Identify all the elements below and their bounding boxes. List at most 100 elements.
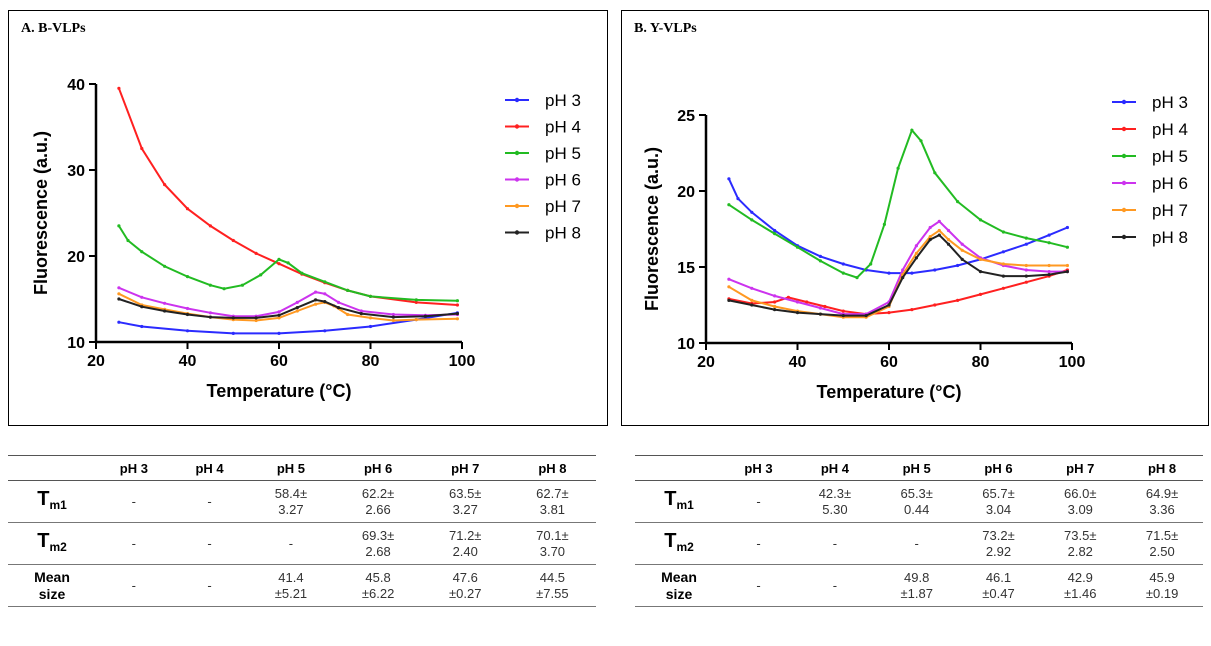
table-cell-line: 2.40 [452, 543, 478, 559]
chart-b-svg: 20 40 60 80 100 10 15 20 25 Temperature (°C) Fluor… [642, 93, 1188, 402]
data-point [937, 219, 941, 223]
data-point [937, 233, 941, 237]
legend-marker [1121, 234, 1127, 240]
data-point [1001, 230, 1005, 234]
data-point [117, 286, 121, 290]
table-cell: - [794, 522, 876, 565]
x-tick-label: 80 [972, 354, 990, 371]
data-point [818, 312, 822, 316]
table-cell: 65.7± 3.04 [957, 480, 1040, 523]
chart-panel-b: B. Y-VLPs 20 40 60 80 100 10 15 20 25 Temperature… [621, 10, 1209, 426]
table-cell-line: ±0.19 [1145, 585, 1179, 601]
data-point [163, 183, 167, 187]
data-point [727, 177, 731, 181]
data-point [185, 312, 190, 317]
table-cell-line: 45.9 [1149, 569, 1175, 585]
data-point [286, 261, 290, 265]
table-cell-line: 3.70 [539, 543, 566, 559]
table-cell-line: 46.1 [985, 569, 1012, 585]
table-cell: 44.5 ±7.55 [508, 564, 596, 607]
data-point [423, 314, 427, 318]
row-label-line: Mean [661, 568, 697, 585]
table-row: Tm2- - -73.2± 2.92 73.5± 2.82 71.5± 2.50 [635, 522, 1203, 565]
legend-label: pH 6 [545, 171, 581, 190]
data-point [126, 238, 130, 243]
data-point [773, 294, 777, 298]
table-cell: - [96, 522, 172, 565]
legend-marker [514, 203, 520, 209]
table-cell: 71.2± 2.40 [421, 522, 509, 565]
table-cell-line: ±1.46 [1064, 585, 1097, 601]
data-point [727, 277, 731, 281]
data-point [140, 305, 144, 309]
data-point [1001, 262, 1005, 266]
table-cell-line: 58.4± [274, 485, 308, 501]
data-point [1024, 263, 1028, 268]
data-point [208, 311, 212, 315]
table-cell-line: 65.3± [900, 485, 933, 501]
table-cell: - [794, 564, 876, 607]
data-point [882, 222, 886, 226]
data-point [1065, 270, 1069, 274]
table-header-cell: pH 8 [1121, 455, 1203, 481]
y-tick-label: 20 [677, 184, 695, 201]
row-label-text: Tm1 [664, 487, 694, 512]
table-cell: 69.3± 2.68 [334, 522, 422, 565]
data-point [323, 300, 327, 304]
table-b: pH 3 pH 4 pH 5 pH 6 pH 7 pH 8 Tm1-42.3± 5.30 65.… [635, 455, 1203, 607]
data-point [140, 324, 144, 329]
table-cell: 45.8 ±6.22 [334, 564, 422, 607]
table-cell-line: - [131, 577, 137, 593]
data-point [346, 288, 350, 292]
table-cell-line: 65.7± [982, 485, 1015, 501]
table-header-cell: pH 4 [171, 455, 248, 481]
data-point [163, 301, 167, 305]
data-point [455, 317, 459, 321]
row-label-line: Mean [34, 568, 70, 585]
data-point [323, 280, 327, 284]
table-row: Tm1- -58.4± 3.27 62.2± 2.66 63.5± 3.27 62.7± 3.8… [8, 480, 596, 523]
y-tick-label: 40 [67, 77, 85, 94]
chart-panel-a: A. B-VLPs 20 40 60 80 100 10 20 30 40 Temperature… [8, 10, 608, 426]
data-point [1047, 273, 1051, 277]
data-point [277, 331, 281, 335]
table-header-cell: pH 3 [96, 455, 172, 481]
x-tick-label: 100 [1059, 354, 1086, 371]
data-point [240, 283, 244, 287]
legend-label: pH 5 [545, 144, 581, 163]
data-point [933, 268, 937, 272]
x-axis-title: Temperature (°C) [207, 381, 352, 401]
data-point [910, 308, 914, 312]
table-cell-line: - [832, 535, 838, 551]
table-cell: 42.3± 5.30 [794, 480, 876, 523]
y-tick-label: 30 [67, 163, 85, 180]
data-point [901, 268, 905, 272]
table-cell-line: 2.92 [985, 543, 1012, 559]
data-point [960, 242, 964, 246]
data-point [805, 300, 809, 304]
series-line [727, 178, 1068, 275]
data-point [295, 306, 299, 310]
x-tick-label: 20 [697, 354, 715, 371]
data-point [277, 310, 281, 314]
table-row: Tm2- - -69.3± 2.68 71.2± 2.40 70.1± 3.70 [8, 522, 596, 565]
row-label-line: size [38, 585, 66, 602]
table-header-cell: pH 7 [421, 455, 509, 481]
table-cell: 58.4± 3.27 [247, 480, 335, 523]
table-cell-line: 3.81 [539, 501, 566, 517]
table-cell-line: 0.44 [904, 501, 930, 517]
row-label: Tm1 [8, 480, 96, 523]
data-point [928, 238, 932, 242]
data-point [956, 263, 960, 268]
data-point [140, 250, 144, 254]
data-point [750, 210, 754, 214]
table-cell-line: - [756, 535, 761, 551]
data-point [336, 306, 341, 310]
data-point [117, 224, 121, 228]
data-point [750, 298, 754, 302]
data-point [455, 303, 459, 307]
table-cell-line: - [832, 577, 838, 593]
table-header-corner [8, 455, 96, 481]
table-row: Mean size - -41.4 ±5.21 45.8 ±6.22 47.6 ±0.27 44.… [8, 564, 596, 607]
x-tick-label: 20 [87, 353, 105, 370]
